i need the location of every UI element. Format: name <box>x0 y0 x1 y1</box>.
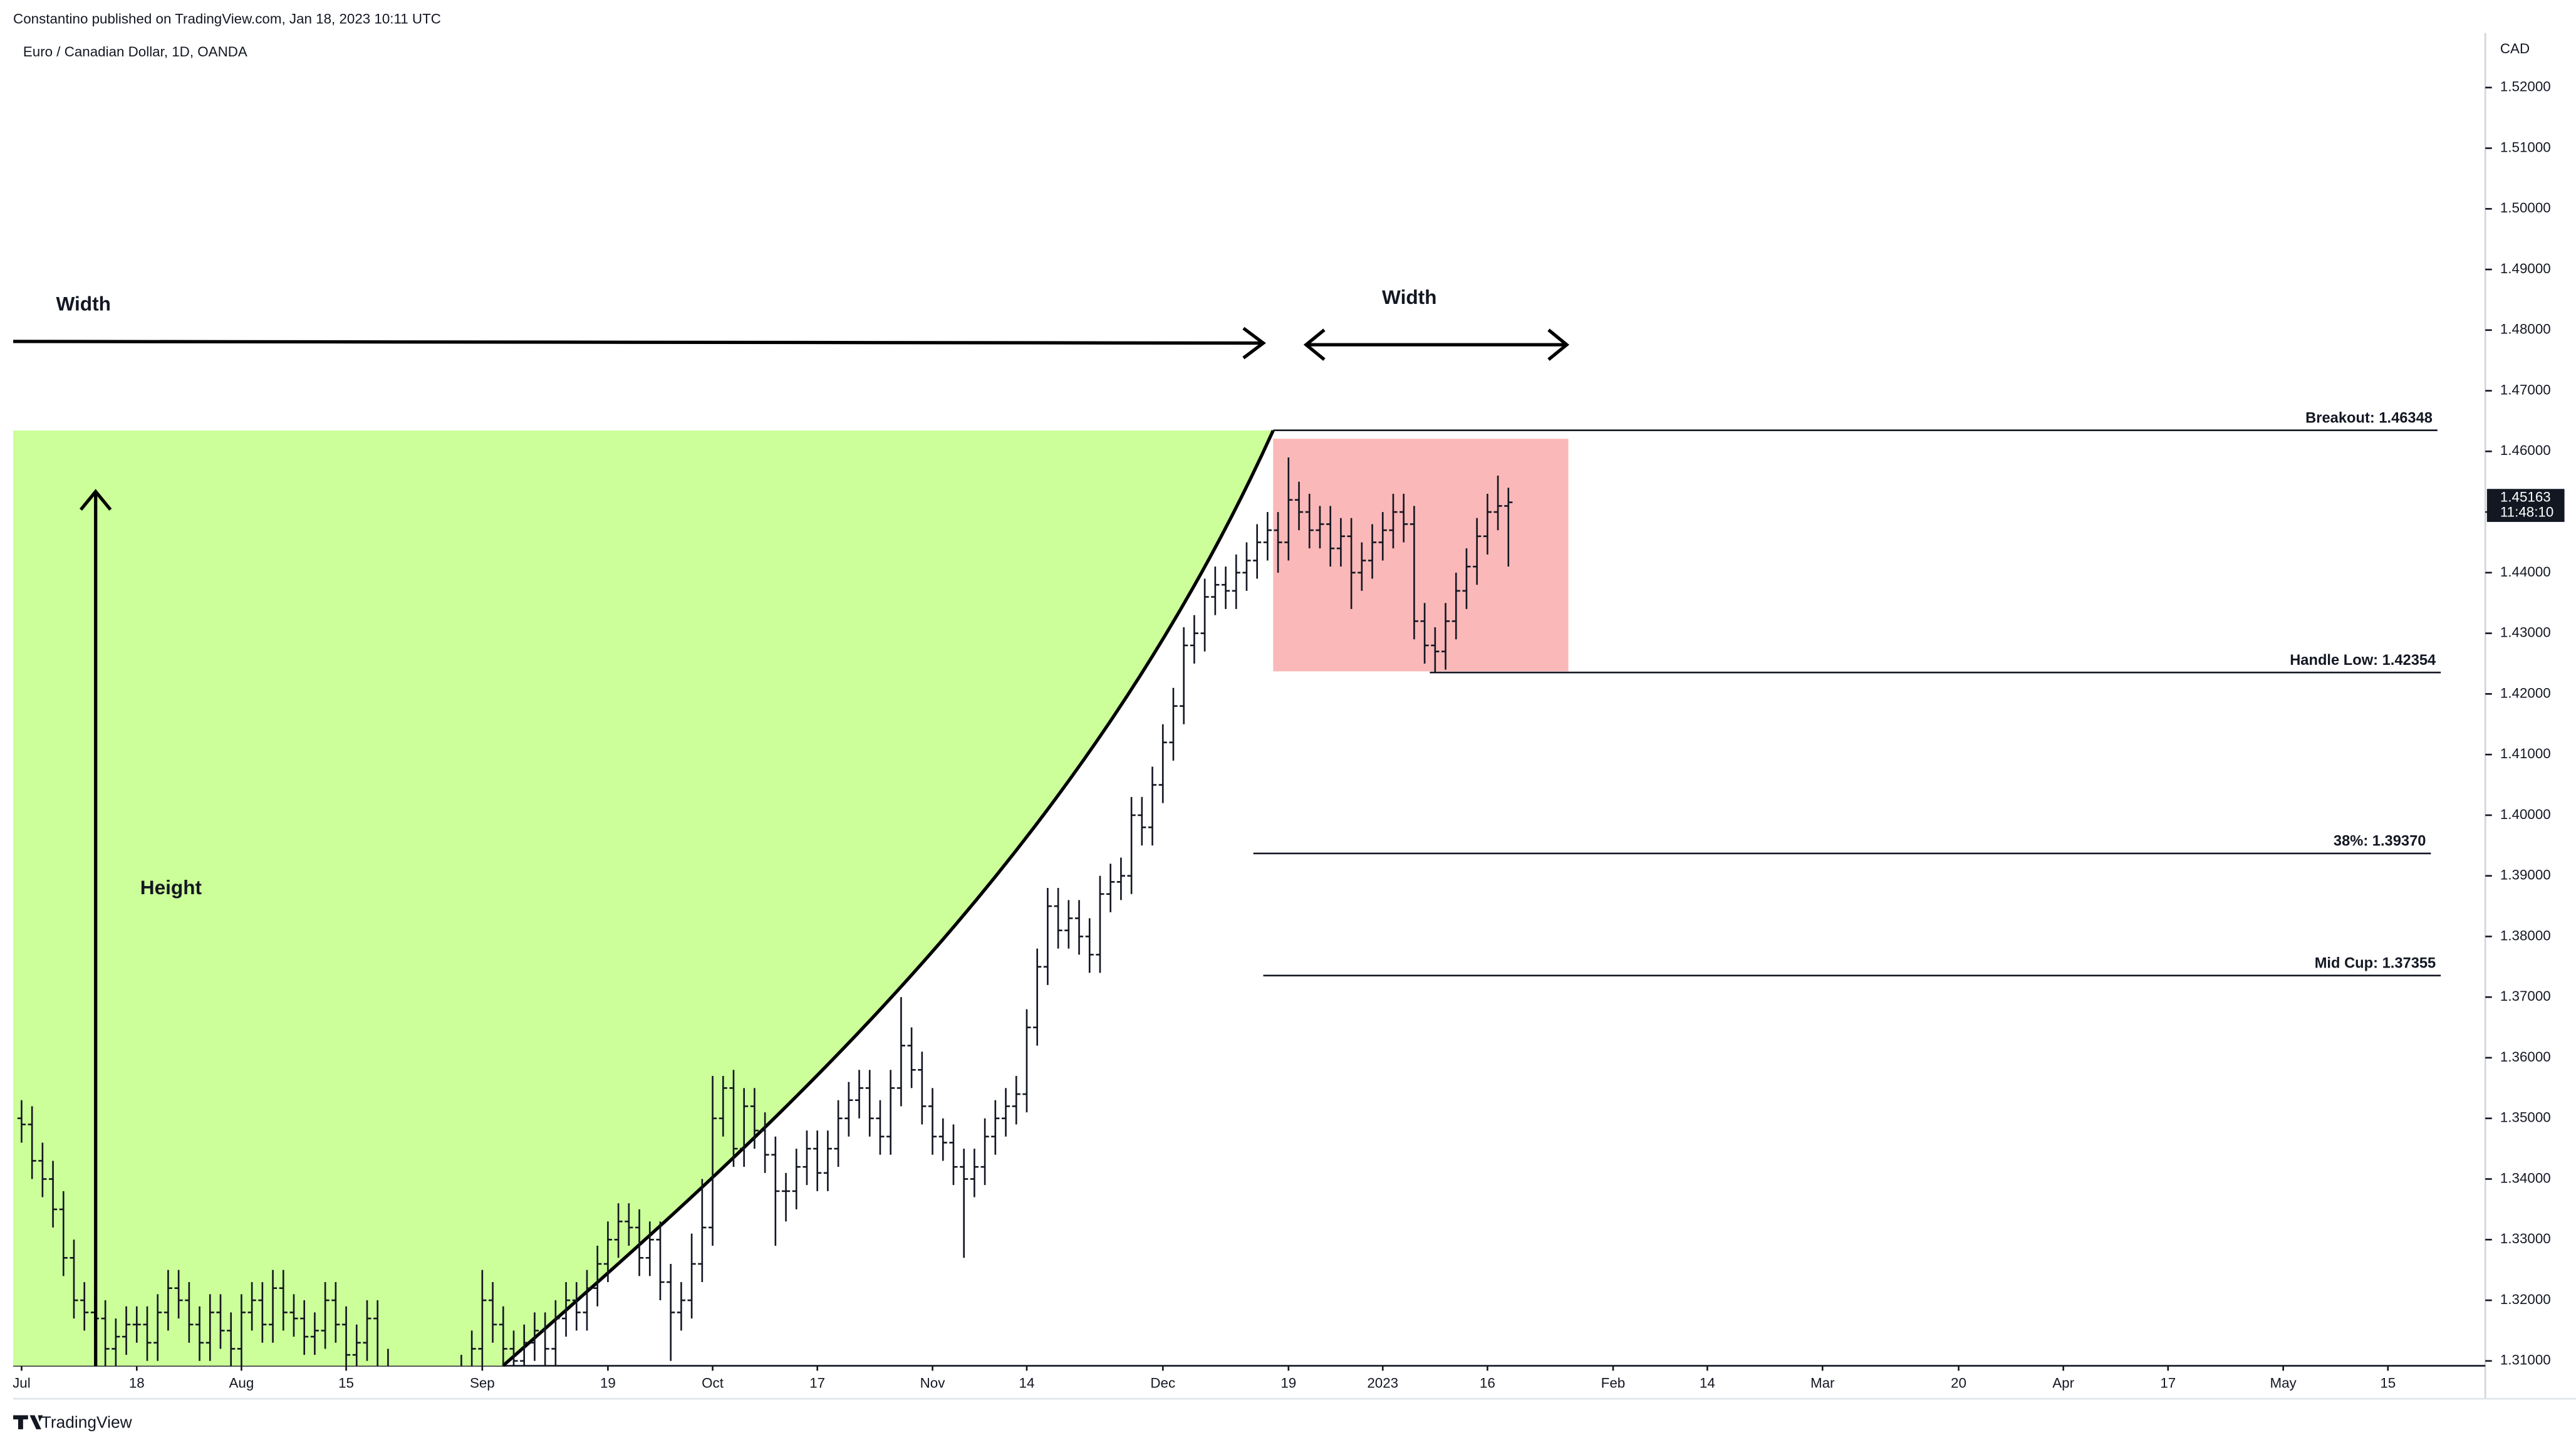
cup-area <box>13 430 1274 1366</box>
last-price: 1.45163 <box>2500 489 2551 505</box>
x-tick-label: 16 <box>1480 1375 1495 1390</box>
x-tick-label: Sep <box>470 1375 495 1390</box>
logo-text: TradingView <box>41 1413 133 1432</box>
y-tick-label: 1.40000 <box>2500 806 2551 822</box>
y-tick-label: 1.34000 <box>2500 1170 2551 1186</box>
level-label: Mid Cup: 1.37355 <box>2315 956 2436 972</box>
x-tick-label: 17 <box>809 1375 825 1390</box>
y-tick-label: 1.47000 <box>2500 382 2551 397</box>
x-tick-label: Mar <box>1810 1375 1835 1390</box>
y-tick-label: 1.32000 <box>2500 1291 2551 1307</box>
x-tick-label: Aug <box>229 1375 254 1390</box>
x-tick-label: 15 <box>338 1375 354 1390</box>
arrow-head <box>1242 326 1266 360</box>
x-tick-label: Jul <box>13 1375 31 1390</box>
y-tick-label: 1.39000 <box>2500 867 2551 883</box>
y-tick-label: 1.38000 <box>2500 927 2551 943</box>
x-tick-label: Oct <box>702 1375 724 1390</box>
y-tick-label: 1.36000 <box>2500 1049 2551 1065</box>
x-tick-label: 20 <box>1951 1375 1966 1390</box>
last-time: 11:48:10 <box>2500 504 2553 519</box>
arrow-head <box>1303 328 1570 361</box>
last-price-box <box>2486 489 2565 522</box>
y-tick-label: 1.37000 <box>2500 988 2551 1004</box>
width-arrow <box>13 340 1264 345</box>
x-tick-label: 17 <box>2160 1375 2176 1390</box>
y-tick-label: 1.31000 <box>2500 1352 2551 1368</box>
x-tick-label: 14 <box>1700 1375 1715 1390</box>
x-tick-label: 18 <box>129 1375 145 1390</box>
y-tick-label: 1.52000 <box>2500 79 2551 95</box>
y-tick-label: 1.49000 <box>2500 261 2551 276</box>
x-tick-label: 14 <box>1019 1375 1035 1390</box>
y-tick-label: 1.43000 <box>2500 625 2551 640</box>
x-tick-label: 15 <box>2380 1375 2396 1390</box>
y-tick-label: 1.48000 <box>2500 321 2551 337</box>
y-tick-label: 1.44000 <box>2500 564 2551 580</box>
y-tick-label: 1.46000 <box>2500 442 2551 458</box>
y-tick-label: 1.51000 <box>2500 139 2551 155</box>
level-label: Handle Low: 1.42354 <box>2290 652 2436 669</box>
bars <box>17 457 1513 1366</box>
x-tick-label: May <box>2270 1375 2297 1390</box>
cup-curve <box>502 429 1275 1367</box>
x-tick-label: Apr <box>2052 1375 2074 1390</box>
y-tick-label: 1.41000 <box>2500 746 2551 761</box>
y-tick-label: 1.33000 <box>2500 1231 2551 1246</box>
x-tick-label: 19 <box>1280 1375 1296 1390</box>
x-tick-label: 2023 <box>1367 1375 1398 1390</box>
handle-area <box>1273 439 1569 672</box>
y-tick-label: 1.35000 <box>2500 1110 2551 1125</box>
arrow-head <box>79 489 112 511</box>
x-tick-label: Dec <box>1150 1375 1175 1390</box>
x-tick-label: Nov <box>920 1375 946 1390</box>
x-tick-label: Feb <box>1601 1375 1626 1390</box>
x-tick-label: 19 <box>600 1375 616 1390</box>
publisher: Constantino published on TradingView.com… <box>13 11 441 26</box>
y-tick-label: 1.50000 <box>2500 200 2551 216</box>
annotation: Width <box>56 292 111 315</box>
y-tick-label: 1.42000 <box>2500 685 2551 701</box>
logo-icon <box>13 1415 43 1429</box>
level-label: 38%: 1.39370 <box>2334 833 2426 850</box>
currency: CAD <box>2500 41 2530 56</box>
chart-title: Euro / Canadian Dollar, 1D, OANDA <box>23 44 247 60</box>
level-label: Breakout: 1.46348 <box>2305 410 2433 426</box>
annotation: Height <box>140 876 202 899</box>
annotation: Width <box>1382 286 1436 308</box>
